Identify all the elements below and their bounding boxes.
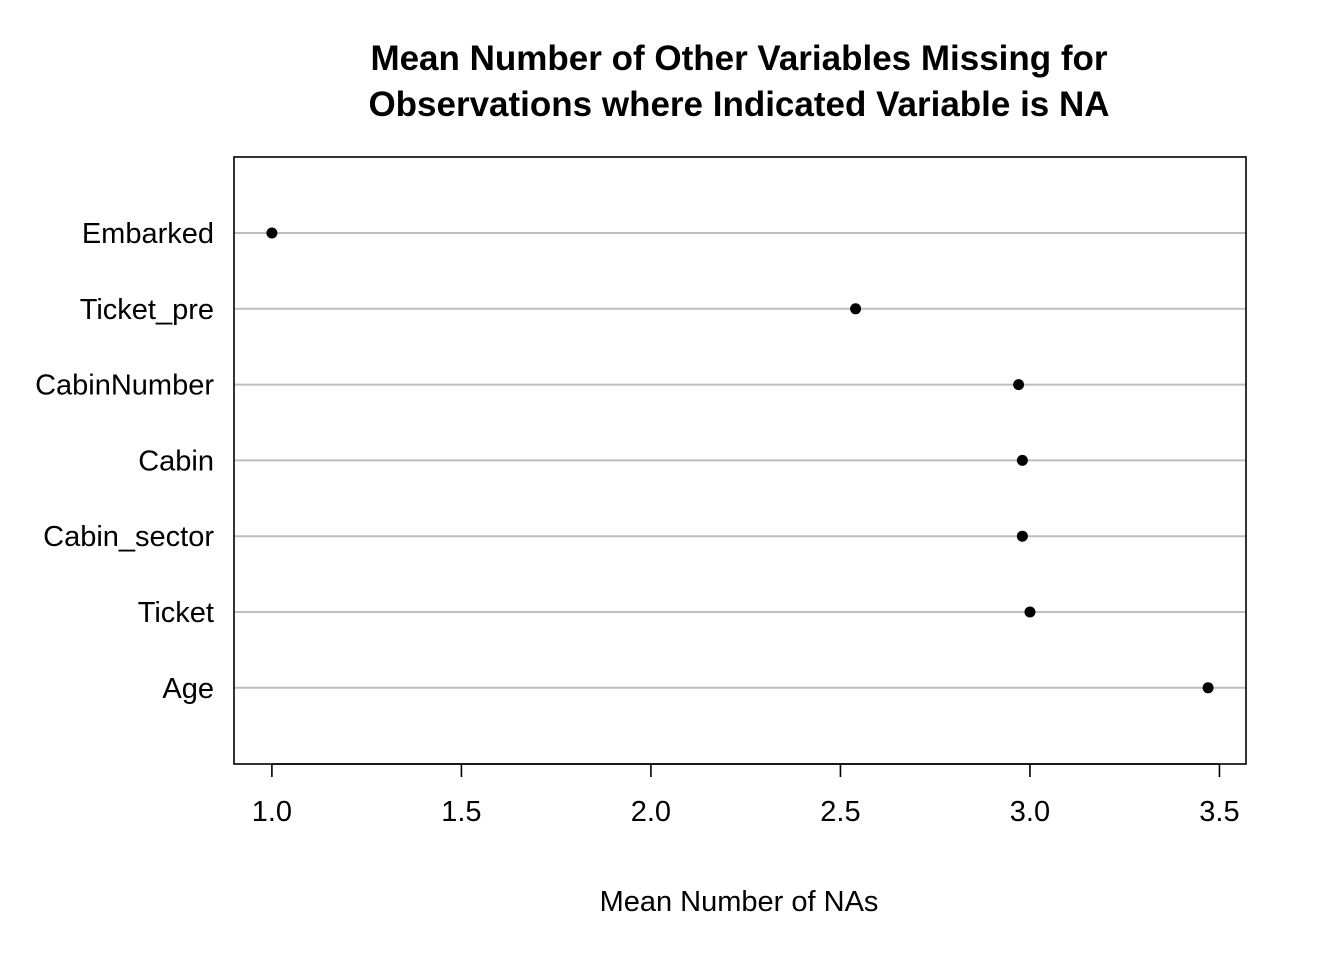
data-points: [266, 227, 1214, 694]
category-label: Ticket_pre: [80, 294, 214, 326]
data-point: [1024, 606, 1036, 618]
chart-title-line-1: Mean Number of Other Variables Missing f…: [370, 39, 1107, 78]
category-label: Cabin: [138, 445, 214, 477]
category-label: Embarked: [82, 218, 214, 250]
x-tick-label: 3.0: [1010, 796, 1050, 828]
x-tick-label: 1.5: [441, 796, 481, 828]
data-point: [850, 303, 862, 315]
x-tick-label: 2.5: [820, 796, 860, 828]
category-label: CabinNumber: [35, 370, 214, 402]
chart-title-line-2: Observations where Indicated Variable is…: [368, 85, 1109, 124]
category-labels: Embarked Ticket_pre CabinNumber Cabin Cabin_…: [35, 218, 214, 705]
data-point: [266, 227, 278, 239]
data-point: [1016, 530, 1028, 542]
category-label: Cabin_sector: [43, 521, 214, 553]
category-label: Age: [162, 673, 214, 705]
gridlines: [234, 232, 1246, 689]
data-point: [1202, 682, 1214, 694]
data-point: [1013, 379, 1025, 391]
x-tick-label: 2.0: [631, 796, 671, 828]
category-label: Ticket: [138, 597, 214, 629]
data-point: [1016, 454, 1028, 466]
x-tick-label: 1.0: [252, 796, 292, 828]
x-tick-label: 3.5: [1199, 796, 1239, 828]
x-axis-label: Mean Number of NAs: [600, 886, 879, 918]
x-axis: 1.0 1.5 2.0 2.5 3.0 3.5: [252, 763, 1240, 828]
